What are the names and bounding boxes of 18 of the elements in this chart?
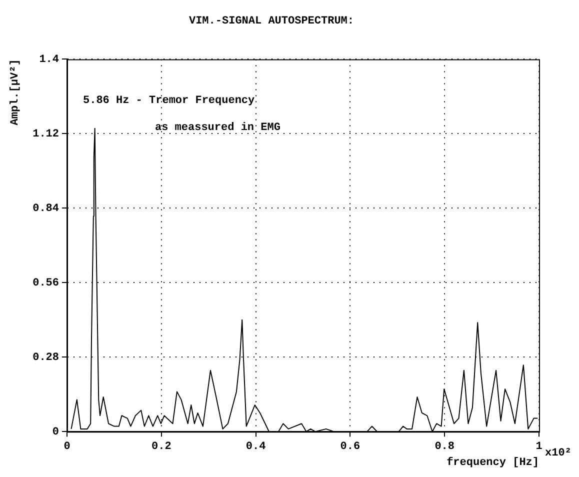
x-tick-label: 0 — [64, 440, 70, 453]
chart-title: VIM.-SIGNAL AUTOSPECTRUM: — [188, 15, 354, 28]
y-tick-label: 0.84 — [32, 202, 60, 215]
y-tick-label: 1.12 — [32, 128, 59, 140]
x-tick-label: 0.8 — [434, 440, 455, 453]
y-tick-label: 0.56 — [32, 277, 59, 290]
x-axis-title: frequency [Hz] — [446, 456, 539, 470]
y-tick-label: 1.4 — [39, 54, 60, 66]
x-tick-label: 1 — [536, 440, 543, 453]
x-tick-label: 0.6 — [340, 440, 360, 453]
annotation: as meassured in EMG — [155, 122, 281, 134]
x-tick-label: 0.2 — [151, 440, 172, 453]
y-axis-title: Ampl.[µV²] — [9, 59, 22, 126]
y-tick-label: 0.28 — [32, 352, 60, 364]
text: x10² — [545, 448, 572, 460]
y-tick-label: 0 — [52, 426, 59, 438]
x-tick-label: 0.4 — [246, 440, 266, 453]
annotation: 5.86 Hz - Tremor Frequency — [83, 95, 256, 108]
